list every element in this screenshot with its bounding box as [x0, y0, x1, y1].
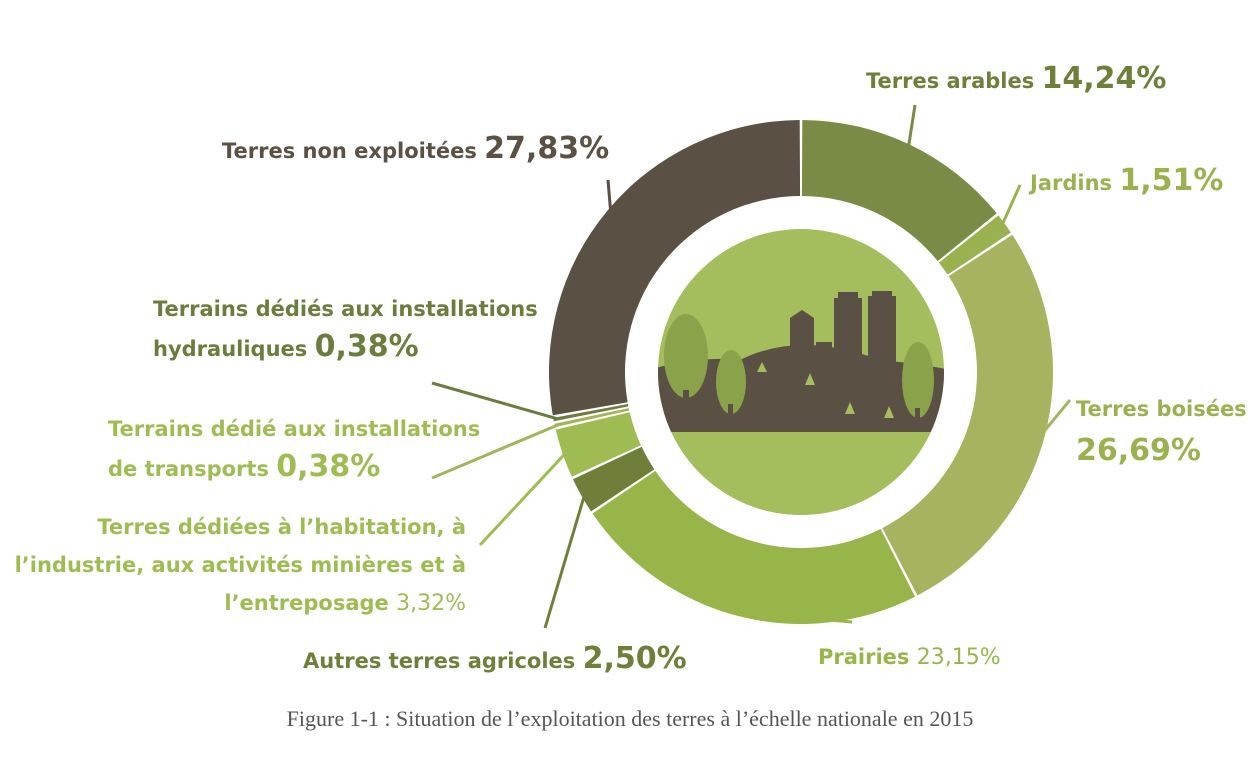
label-terres-habitation: Terres dédiées à l’habitation, à l’indus… [15, 508, 466, 623]
label-terres-non-exploitees: Terres non exploitées 27,83% [222, 130, 609, 170]
leader-line-5 [478, 451, 568, 547]
label-line2: de transports [108, 457, 269, 481]
donut-slice-8 [549, 120, 801, 416]
label-terres-arables: Terres arables 14,24% [866, 60, 1166, 100]
label-terrains-hydrauliques: Terrains dédiés aux installations hydrau… [153, 290, 538, 368]
donut-slice-6 [554, 408, 630, 428]
label-terrains-transports: Terrains dédié aux installations de tran… [108, 410, 480, 488]
donut-slice-3 [592, 470, 916, 625]
donut-slice-1 [938, 215, 1011, 275]
label-line2: hydrauliques [153, 337, 308, 361]
label-text: Terres non exploitées [222, 139, 477, 163]
leader-line-1 [1000, 184, 1022, 227]
leader-line-2 [1039, 399, 1072, 437]
label-jardins: Jardins 1,51% [1030, 162, 1223, 202]
label-pct: 0,38% [314, 329, 419, 364]
label-autres-terres-agricoles: Autres terres agricoles 2,50% [303, 640, 687, 680]
figure-caption: Figure 1-1 : Situation de l’exploitation… [286, 706, 974, 731]
donut-slice-0 [801, 120, 997, 262]
label-pct: 2,50% [582, 641, 687, 676]
donut-slice-7 [553, 404, 629, 422]
label-text: Prairies [818, 645, 910, 669]
label-line1: Terres dédiées à l’habitation, à [97, 515, 466, 539]
leader-line-4 [543, 493, 587, 629]
label-pct: 14,24% [1041, 61, 1167, 96]
leader-line-8 [606, 179, 613, 214]
label-terres-boisees: Terres boisées 26,69% [1076, 390, 1247, 474]
center-illustration [658, 229, 944, 515]
label-pct: 27,83% [484, 131, 610, 166]
label-text: Autres terres agricoles [303, 649, 576, 673]
label-text: Terres arables [866, 69, 1035, 93]
label-line1: Terrains dédié aux installations [108, 417, 481, 441]
label-pct: 23,15% [916, 645, 1001, 670]
leader-line-0 [906, 104, 917, 149]
label-line3: l’entreposage [224, 591, 389, 615]
leader-line-3 [738, 610, 853, 624]
label-pct: 3,32% [396, 591, 466, 616]
donut-slice-2 [882, 234, 1054, 596]
label-text: Terres boisées [1076, 397, 1247, 421]
label-line1: Terrains dédiés aux installations [153, 297, 538, 321]
label-line2: l’industrie, aux activités minières et à [14, 553, 466, 577]
label-pct: 1,51% [1119, 163, 1224, 198]
leader-line-6 [431, 423, 560, 480]
leader-line-7 [431, 381, 558, 421]
donut-slice-4 [572, 446, 655, 512]
label-pct: 0,38% [276, 449, 381, 484]
label-prairies: Prairies 23,15% [818, 638, 1001, 677]
label-pct: 26,69% [1076, 433, 1201, 468]
donut-slice-5 [555, 412, 641, 477]
label-text: Jardins [1030, 171, 1113, 195]
